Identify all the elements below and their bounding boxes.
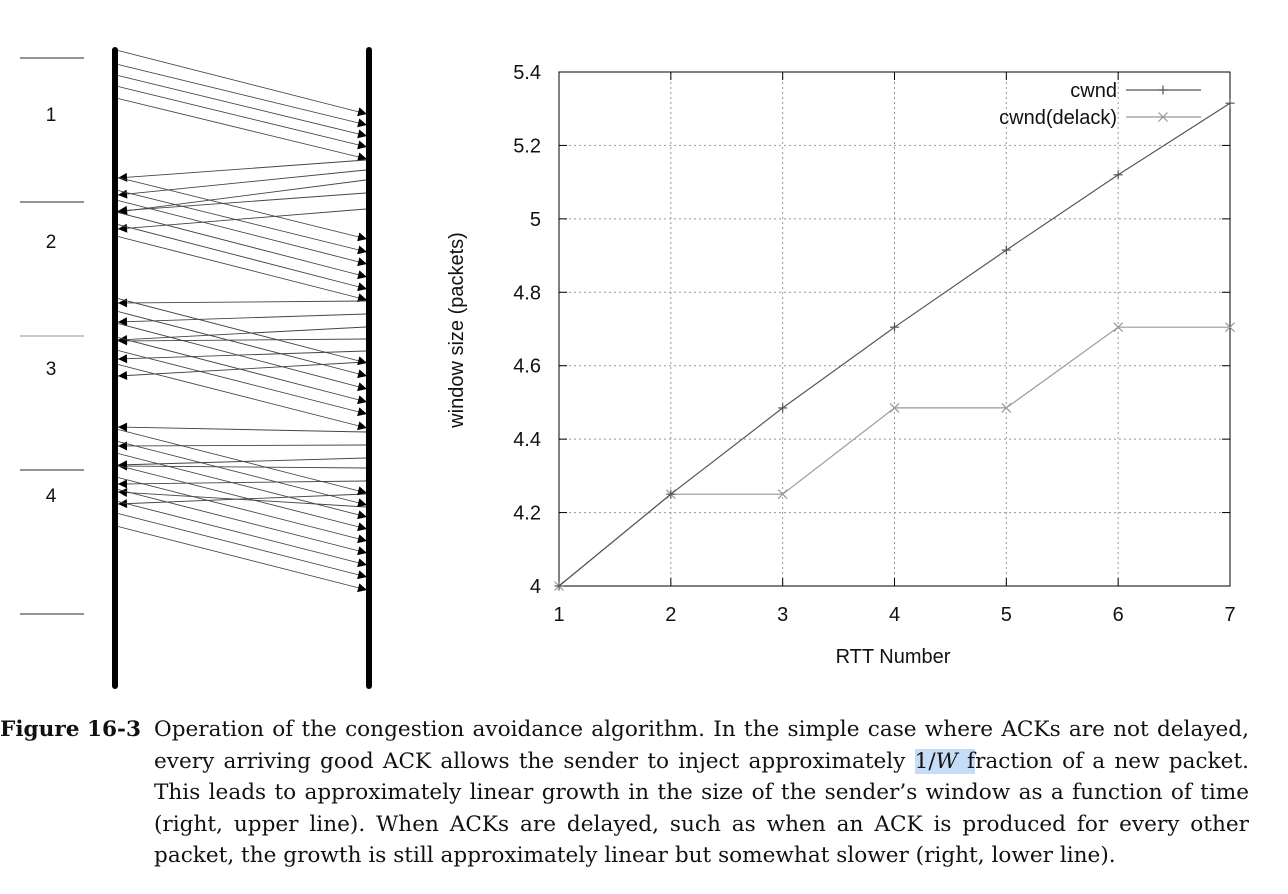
ack-arrow — [117, 179, 367, 216]
data-point-cwnd-delack — [1001, 403, 1012, 413]
rtt-separators — [20, 57, 84, 615]
rtt-label-1: 1 — [46, 105, 57, 126]
caption-highlighted-fraction[interactable]: 1/W f — [914, 748, 976, 774]
y-tick-label: 4.4 — [513, 429, 541, 451]
data-packet-arrow — [115, 464, 368, 532]
gridlines — [559, 72, 1230, 586]
rtt-label-4: 4 — [46, 486, 57, 507]
ack-arrow — [117, 441, 367, 451]
ack-arrow — [117, 336, 367, 346]
data-packet-arrow — [115, 500, 368, 568]
data-packet-arrow — [115, 74, 368, 139]
caption-body: Operation of the congestion avoidance al… — [154, 714, 1249, 872]
y-tick-label: 5 — [530, 209, 541, 231]
legend-swatches — [1126, 85, 1201, 122]
legend-label-cwnd-delack: cwnd(delack) — [999, 107, 1117, 129]
y-tick-label: 5.2 — [513, 135, 541, 157]
ack-arrow — [117, 488, 367, 508]
ack-arrow — [117, 493, 367, 509]
window-growth-chart: 1 2 3 4 5 6 7 4 4.2 4.4 4.6 4.8 5 5.2 5.… — [446, 62, 1236, 668]
caption-text-end: raction of a new packet. This leads to a… — [154, 748, 1249, 869]
data-packet-arrow — [115, 235, 368, 303]
ack-arrow — [117, 298, 367, 308]
caption-text-start: Operation of the congestion avoidance al… — [154, 717, 1249, 774]
data-packet-arrow — [115, 223, 368, 292]
ack-arrow — [117, 361, 367, 380]
legend: cwnd cwnd(delack) — [999, 80, 1201, 129]
data-packet-arrow — [115, 189, 368, 255]
data-packet-arrow — [115, 211, 368, 280]
y-axis-label: window size (packets) — [446, 232, 468, 429]
data-packet-arrow — [115, 49, 368, 117]
data-packet-arrow — [115, 63, 368, 128]
ack-arrow — [117, 313, 367, 327]
data-packet-arrow — [115, 476, 368, 544]
y-tick-labels: 4 4.2 4.4 4.6 4.8 5 5.2 5.4 — [513, 62, 541, 598]
ack-arrow — [117, 169, 367, 199]
ack-arrow — [117, 479, 367, 489]
data-packet-arrow — [115, 97, 368, 162]
data-packet-arrow — [115, 452, 368, 520]
y-tick-label: 4.6 — [513, 356, 541, 378]
data-packet-arrow — [115, 310, 368, 379]
data-packet-arrow — [115, 512, 368, 580]
rtt-label-2: 2 — [46, 232, 57, 253]
caption-fraction-tail: f — [957, 748, 976, 774]
y-tick-label: 5.4 — [513, 62, 541, 84]
legend-marker-cwnd-delack — [1158, 112, 1168, 122]
data-packet-arrow — [115, 488, 368, 556]
series-marks — [554, 98, 1235, 591]
x-tick-label: 6 — [1113, 604, 1124, 626]
y-tick-label: 4.8 — [513, 282, 541, 304]
ack-arrow — [117, 326, 367, 345]
data-point-cwnd-delack — [889, 403, 900, 413]
x-tick-labels: 1 2 3 4 5 6 7 — [553, 604, 1235, 626]
data-packet-arrow — [115, 363, 368, 431]
data-packet-arrow — [115, 525, 368, 593]
data-point-cwnd-delack — [777, 489, 788, 500]
data-packet-arrow — [115, 336, 368, 405]
x-axis-label: RTT Number — [836, 646, 951, 668]
data-point-cwnd-delack — [1113, 322, 1124, 333]
ack-arrow — [117, 159, 367, 182]
ack-arrow — [117, 192, 367, 215]
y-tick-label: 4.2 — [513, 503, 541, 525]
data-packet-arrow — [115, 199, 368, 267]
y-tick-label: 4 — [530, 576, 541, 598]
caption-fraction-var: W — [935, 748, 958, 774]
x-tick-label: 4 — [889, 604, 900, 626]
ack-arrow — [117, 461, 367, 471]
rtt-label-3: 3 — [46, 359, 57, 380]
x-tick-label: 1 — [553, 604, 564, 626]
ack-arrow — [117, 350, 367, 364]
data-packet-arrow — [115, 297, 368, 366]
x-tick-label: 7 — [1224, 604, 1235, 626]
data-packet-arrow — [115, 85, 368, 150]
data-point-cwnd-delack — [1225, 322, 1235, 333]
x-tick-label: 2 — [665, 604, 676, 626]
data-packet-arrow — [115, 440, 368, 508]
caption-label: Figure 16-3 — [0, 717, 142, 742]
data-packet-arrow — [115, 322, 368, 392]
packet-arrows — [115, 49, 368, 593]
data-packet-arrow — [115, 428, 368, 496]
x-tick-label: 3 — [777, 604, 788, 626]
data-packet-arrow — [115, 176, 368, 242]
caption-fraction-num: 1/ — [914, 748, 936, 774]
ack-arrow — [117, 208, 367, 233]
data-packet-arrow — [115, 349, 368, 417]
figure-16-3: 1 2 3 4 1 2 3 4 5 6 7 4 4.2 — [20, 47, 1236, 689]
x-tick-label: 5 — [1001, 604, 1012, 626]
ack-arrow — [117, 422, 367, 433]
legend-label-cwnd: cwnd — [1070, 80, 1117, 102]
sequence-diagram: 1 2 3 4 — [20, 47, 372, 689]
